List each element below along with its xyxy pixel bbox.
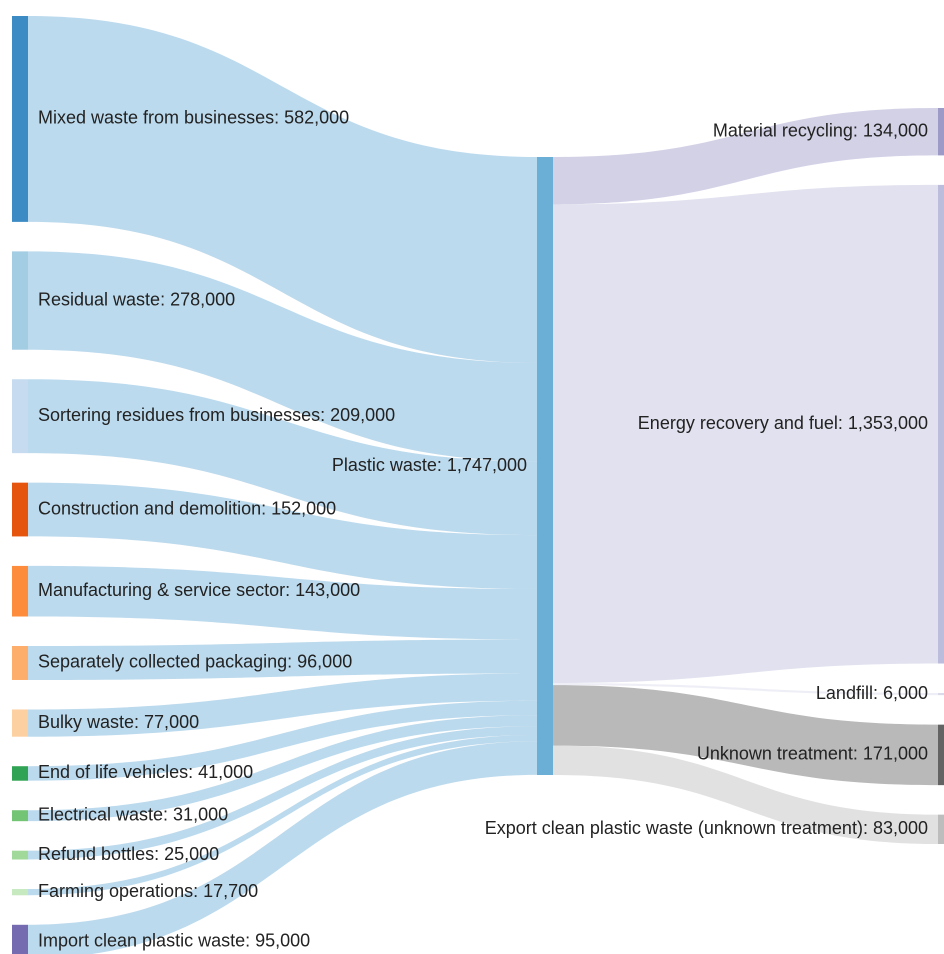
nodes [12, 16, 944, 954]
node-label: Energy recovery and fuel: 1,353,000 [638, 413, 928, 433]
node-label: Mixed waste from businesses: 582,000 [38, 108, 349, 128]
node [12, 709, 28, 737]
node [12, 646, 28, 680]
link [28, 700, 537, 781]
node-label: Electrical waste: 31,000 [38, 804, 228, 824]
node [12, 850, 28, 860]
link [28, 16, 537, 363]
node-label: Farming operations: 17,700 [38, 881, 258, 901]
link [28, 673, 537, 737]
node-label: Material recycling: 134,000 [713, 120, 928, 140]
link [28, 735, 537, 896]
node-label: Landfill: 6,000 [816, 683, 928, 703]
node-label: Refund bottles: 25,000 [38, 844, 219, 864]
link [553, 184, 938, 684]
node-label: Unknown treatment: 171,000 [697, 744, 928, 764]
node-label: End of life vehicles: 41,000 [38, 762, 253, 782]
link [553, 108, 938, 205]
node-label: Manufacturing & service sector: 143,000 [38, 580, 360, 600]
node-label: Separately collected packaging: 96,000 [38, 652, 352, 672]
node [12, 379, 28, 454]
node [12, 766, 28, 781]
node-label: Plastic waste: 1,747,000 [332, 455, 527, 475]
node [938, 724, 944, 786]
link [28, 251, 537, 462]
link [28, 726, 537, 860]
node [12, 810, 28, 822]
node-label: Export clean plastic waste (unknown trea… [485, 818, 928, 838]
link [553, 683, 938, 696]
link [28, 639, 537, 680]
link [553, 685, 938, 786]
node [12, 889, 28, 896]
node [12, 482, 28, 537]
links [28, 16, 938, 954]
node-label: Bulky waste: 77,000 [38, 712, 199, 732]
link [28, 715, 537, 822]
node [12, 565, 28, 617]
node-label: Import clean plastic waste: 95,000 [38, 930, 310, 950]
node [12, 924, 28, 954]
node [938, 184, 944, 664]
node-label: Residual waste: 278,000 [38, 289, 235, 309]
node [938, 108, 944, 156]
link [28, 379, 537, 536]
node [12, 251, 28, 350]
node [537, 157, 553, 775]
node [938, 814, 944, 844]
node [938, 693, 944, 696]
labels: Mixed waste from businesses: 582,000 Resi… [38, 108, 928, 951]
link [28, 565, 537, 640]
node-label: Sortering residues from businesses: 209,… [38, 405, 395, 425]
node [12, 16, 28, 222]
link [28, 482, 537, 589]
node-label: Construction and demolition: 152,000 [38, 498, 336, 518]
link [28, 741, 537, 954]
link [553, 745, 938, 844]
